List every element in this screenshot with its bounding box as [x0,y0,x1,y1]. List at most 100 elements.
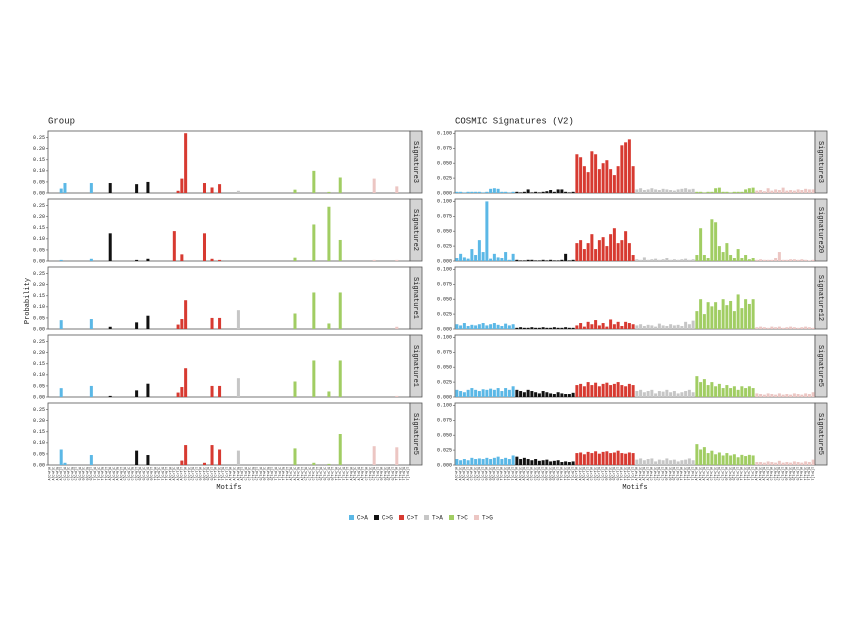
bar [511,253,515,261]
bar [202,233,206,261]
bar [571,191,575,193]
bar [594,249,598,261]
bar [210,187,214,193]
bar [597,386,601,397]
bar [564,394,568,397]
bar [594,154,598,193]
y-tick-label: 0.05 [33,179,45,185]
bar [567,260,571,261]
strip-label: Signature1 [411,345,419,387]
bar [492,389,496,397]
bar [455,191,459,193]
bar [474,325,478,329]
panel [454,130,816,194]
bar [515,456,519,465]
bar [293,189,297,193]
bar [466,191,470,193]
bar [459,325,463,329]
x-tick-label: C[T>A]T [661,467,665,480]
bar [631,385,635,397]
bar [781,327,785,329]
x-tick-label: G[C>T]T [210,467,214,480]
y-tick-label: 0.100 [437,267,452,273]
y-tick-label: 0.20 [33,418,45,424]
bar [732,454,736,465]
bar [597,453,601,465]
bar [541,391,545,397]
strip [814,402,828,466]
bar [511,191,515,193]
bar [796,327,800,329]
bar [586,382,590,397]
bar [515,191,519,193]
bar [699,299,703,329]
x-tick-label: C[T>C]A [304,467,308,480]
x-tick-label: C[C>T]C [187,467,191,480]
bar [777,326,781,329]
bar [552,394,556,397]
bar [545,191,549,193]
bar [785,327,789,329]
bar [236,450,240,465]
y-tick-label: 0.050 [437,433,452,439]
bar [789,326,793,329]
bar [184,368,188,397]
x-tick-label: G[T>A]A [665,467,669,480]
bar [218,259,222,261]
legend-swatch [424,515,429,520]
x-tick-label: T[C>T]G [627,467,631,480]
bar [755,327,759,329]
bar [774,189,778,193]
bar [590,453,594,465]
bar [804,259,808,261]
bar [477,391,481,397]
y-tick-label: 0.25 [33,135,45,141]
bar [338,177,342,193]
x-tick-label: G[C>T]T [616,467,620,480]
bar [725,385,729,397]
bar [676,259,680,261]
bar [609,319,613,329]
x-tick-label: A[T>C]A [289,467,293,480]
bar [781,259,785,261]
bar [180,178,184,193]
chart-title: COSMIC Signatures (V2) [455,116,574,126]
bar [717,246,721,261]
bar [534,392,538,397]
x-tick-label: A[C>G]G [116,467,120,480]
bar [571,461,575,465]
bar [759,259,763,261]
bar [706,302,710,329]
x-tick-label: A[T>A]A [635,467,639,480]
bar [676,461,680,465]
bar [210,317,214,329]
bar [639,324,643,329]
panel [454,198,816,262]
x-tick-label: C[C>G]A [530,467,534,480]
x-tick-label: G[T>A]T [270,467,274,480]
bar [766,327,770,329]
bar [732,386,736,397]
bar [624,453,628,465]
bar [507,259,511,261]
bar [293,448,297,465]
bar [526,459,530,465]
bar [665,326,669,329]
bar [146,181,150,193]
strip-label: Signature5 [816,345,824,387]
strip [814,130,828,194]
bar [796,189,800,193]
x-tick-label: C[T>G]T [781,467,785,480]
bar [455,459,459,465]
bar [687,259,691,261]
bar [519,192,523,193]
x-tick-label: A[C>A]G [55,467,59,480]
x-tick-label: T[T>G]C [803,467,807,480]
bar [575,154,579,193]
x-tick-label: A[C>A]A [48,467,52,480]
bar [597,325,601,329]
x-tick-label: T[T>G]A [395,467,399,480]
bar [504,191,508,193]
bar [507,389,511,397]
x-tick-label: G[C>A]G [85,467,89,480]
